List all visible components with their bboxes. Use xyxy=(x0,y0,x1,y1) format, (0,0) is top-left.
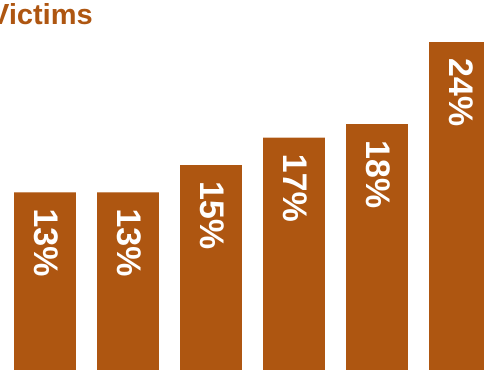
bar-2 xyxy=(97,192,159,370)
bars-group: 13% 13% 15% 17% 18% 24% xyxy=(14,42,484,370)
bar-3 xyxy=(180,165,242,370)
bar-value-label-4: 17% xyxy=(275,154,313,222)
bar-5 xyxy=(346,124,408,370)
bar-value-label-2: 13% xyxy=(109,208,147,276)
bar-1 xyxy=(14,192,76,370)
bar-value-label-6: 24% xyxy=(441,58,479,126)
bar-value-label-3: 15% xyxy=(192,181,230,249)
chart-title: Victims xyxy=(0,0,93,31)
bar-value-label-5: 18% xyxy=(358,140,396,208)
bar-6 xyxy=(429,42,484,370)
bar-4 xyxy=(263,137,325,370)
bar-value-label-1: 13% xyxy=(26,208,64,276)
